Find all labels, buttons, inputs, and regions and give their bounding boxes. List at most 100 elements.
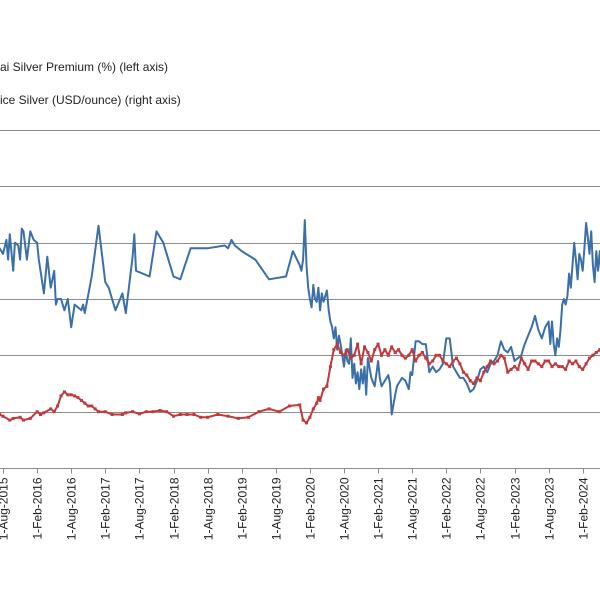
price-point xyxy=(349,356,353,360)
price-point xyxy=(79,398,83,402)
price-point xyxy=(185,413,189,416)
price-point xyxy=(499,353,503,357)
price-point xyxy=(468,379,472,383)
price-point xyxy=(97,410,100,414)
price-point xyxy=(69,393,73,397)
price-point xyxy=(427,362,431,366)
price-point xyxy=(267,407,271,411)
price-point xyxy=(308,415,312,419)
price-point xyxy=(35,410,39,414)
price-point xyxy=(448,365,452,369)
x-tick-label: 1-Feb-2019 xyxy=(236,477,250,539)
x-tick-label: 1-Aug-2022 xyxy=(474,477,488,540)
x-tick-label: 1-Aug-2020 xyxy=(338,477,352,540)
price-point xyxy=(438,353,441,357)
x-tick-label: 1-Aug-2021 xyxy=(406,477,420,540)
price-point xyxy=(571,362,574,366)
x-axis-ticks xyxy=(3,468,584,474)
price-point xyxy=(8,418,12,422)
price-point xyxy=(277,410,281,414)
x-tick-label: 1-Feb-2024 xyxy=(577,477,591,539)
price-point xyxy=(366,351,370,354)
x-tick-label: 1-Feb-2021 xyxy=(372,477,386,539)
price-point xyxy=(287,404,291,408)
price-point xyxy=(492,362,496,366)
price-point xyxy=(373,348,377,352)
price-point xyxy=(472,382,476,385)
x-tick-label: 1-Aug-2018 xyxy=(202,477,216,540)
x-tick-label: 1-Feb-2017 xyxy=(99,477,113,539)
x-tick-label: 1-Feb-2018 xyxy=(168,477,182,539)
price-point xyxy=(564,367,568,371)
price-point xyxy=(236,416,240,420)
price-point xyxy=(516,367,520,371)
legend-label-price: ice Silver (USD/ounce) (right axis) xyxy=(0,93,181,107)
price-point xyxy=(62,390,66,394)
price-point xyxy=(226,414,230,418)
price-point xyxy=(557,365,561,369)
price-point xyxy=(513,365,516,369)
price-point xyxy=(543,359,547,363)
price-point xyxy=(90,404,94,408)
gridlines xyxy=(0,130,600,469)
x-tick-label: 1-Aug-2016 xyxy=(65,477,79,540)
price-point xyxy=(328,365,332,369)
price-point xyxy=(301,418,305,422)
price-point xyxy=(533,359,537,363)
price-point xyxy=(66,393,70,397)
price-point xyxy=(574,359,578,363)
price-point xyxy=(339,351,343,354)
price-point xyxy=(1,414,5,418)
price-point xyxy=(536,362,540,366)
price-point xyxy=(247,415,250,419)
price-point xyxy=(298,403,302,407)
price-point xyxy=(332,348,336,352)
price-point xyxy=(363,345,366,349)
price-point xyxy=(393,351,397,354)
x-tick-label: 1-Aug-2015 xyxy=(0,477,11,540)
price-point xyxy=(120,413,124,416)
price-point xyxy=(383,348,387,352)
series-lines xyxy=(0,219,600,425)
price-point xyxy=(165,410,169,414)
price-point xyxy=(455,356,458,360)
price-point xyxy=(73,394,77,398)
price-point xyxy=(420,351,424,354)
price-point xyxy=(376,342,380,346)
price-point xyxy=(584,362,588,366)
price-point xyxy=(410,348,414,352)
price-point xyxy=(103,410,107,414)
price-point xyxy=(352,353,356,357)
price-point xyxy=(137,412,141,416)
price-point xyxy=(417,353,421,357)
price-point xyxy=(56,404,60,408)
price-point xyxy=(216,413,220,416)
price-point xyxy=(345,348,349,352)
price-point xyxy=(83,401,87,405)
x-tick-label: 1-Aug-2019 xyxy=(270,477,284,540)
price-point xyxy=(369,359,373,363)
price-point xyxy=(431,359,435,363)
price-point xyxy=(567,359,571,363)
x-tick-label: 1-Aug-2023 xyxy=(543,477,557,540)
price-point xyxy=(403,356,407,360)
price-point xyxy=(86,404,90,408)
price-point xyxy=(407,353,411,357)
price-point xyxy=(22,418,25,422)
price-point xyxy=(581,367,585,371)
price-point xyxy=(386,353,390,357)
price-point xyxy=(588,356,591,360)
price-point xyxy=(39,413,42,416)
price-point xyxy=(506,370,510,374)
price-point xyxy=(523,362,527,366)
price-point xyxy=(151,410,155,414)
price-point xyxy=(380,353,383,357)
price-point xyxy=(124,411,128,415)
price-point xyxy=(199,415,203,419)
price-point xyxy=(461,370,465,374)
price-point xyxy=(496,359,499,363)
x-tick-label: 1-Feb-2022 xyxy=(440,477,454,539)
price-point xyxy=(424,356,428,360)
